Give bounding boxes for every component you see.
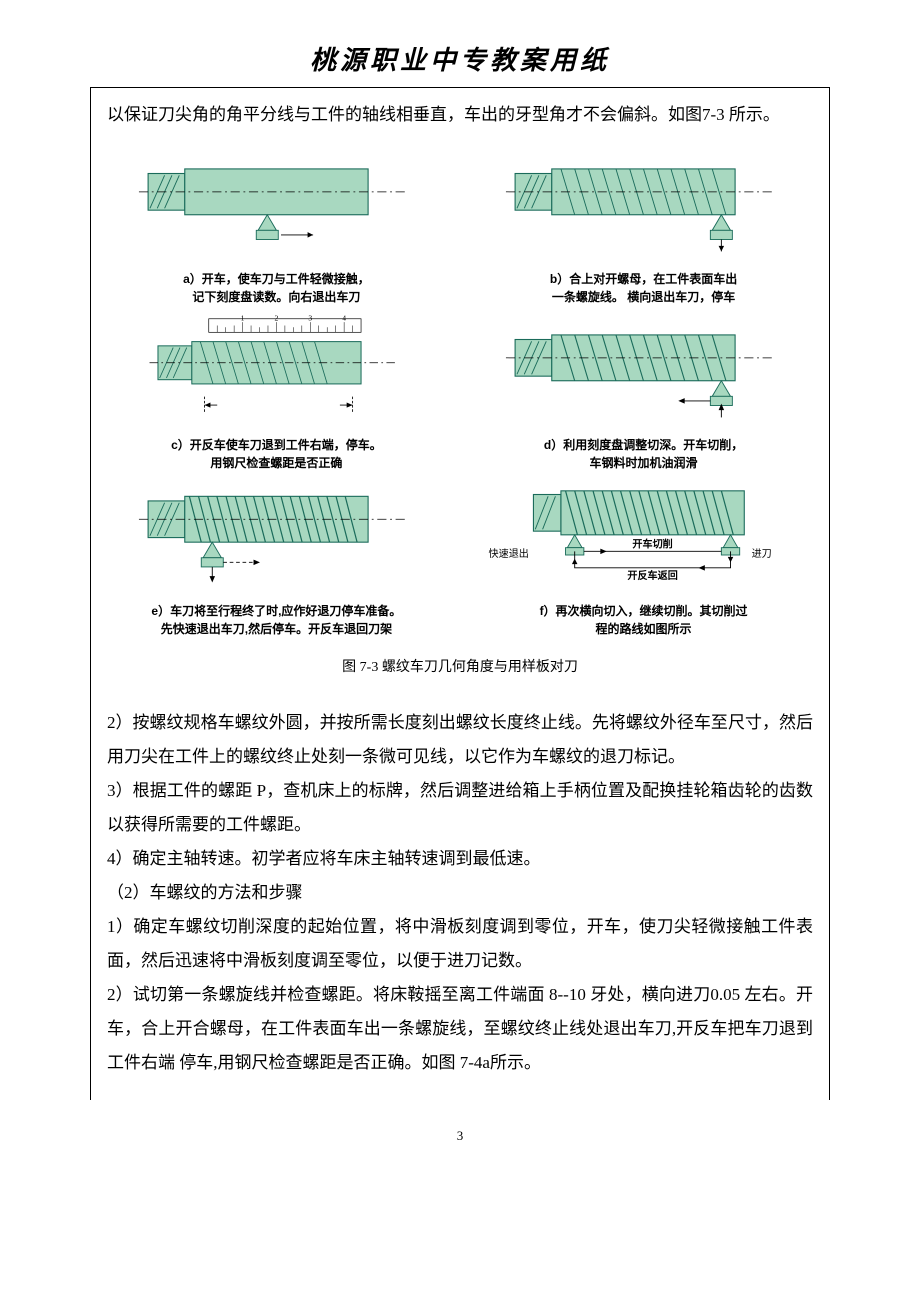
svg-text:3: 3 [308, 313, 312, 322]
panel-b: b）合上对开螺母，在工件表面车出一条螺旋线。 横向退出车刀，停车 [474, 146, 813, 306]
svg-text:开车切削: 开车切削 [633, 538, 673, 551]
panel-c: 1 2 3 4 [107, 312, 446, 472]
svg-text:快速退出: 快速退出 [489, 547, 529, 560]
para-2: 2）按螺纹规格车螺纹外圆，并按所需长度刻出螺纹长度终止线。先将螺纹外径车至尺寸，… [107, 706, 813, 774]
svg-text:进刀: 进刀 [752, 548, 772, 560]
page-number: 3 [0, 1128, 920, 1144]
panel-e: e）车刀将至行程终了时,应作好退刀停车准备。先快速退出车刀,然后停车。开反车退回… [107, 478, 446, 638]
figure-7-3: a）开车，使车刀与工件轻微接触，记下刻度盘读数。向右退出车刀 [107, 146, 813, 682]
para-6: 1）确定车螺纹切削深度的起始位置，将中滑板刻度调到零位，开车，使刀尖轻微接触工件… [107, 910, 813, 978]
panel-f: 快速退出 开车切削 开反车返回 进刀 f）再次横向切入，继续切削。其切削过程的路… [474, 478, 813, 638]
svg-text:4: 4 [342, 313, 346, 322]
panel-a: a）开车，使车刀与工件轻微接触，记下刻度盘读数。向右退出车刀 [107, 146, 446, 306]
intro-paragraph: 以保证刀尖角的角平分线与工件的轴线相垂直，车出的牙型角才不会偏斜。如图7-3 所… [107, 98, 813, 132]
content-box: 以保证刀尖角的角平分线与工件的轴线相垂直，车出的牙型角才不会偏斜。如图7-3 所… [90, 87, 830, 1100]
panel-f-caption: f）再次横向切入，继续切削。其切削过程的路线如图所示 [474, 602, 813, 638]
panel-a-caption: a）开车，使车刀与工件轻微接触，记下刻度盘读数。向右退出车刀 [107, 270, 446, 306]
svg-text:开反车返回: 开反车返回 [628, 569, 678, 582]
panel-c-svg: 1 2 3 4 [107, 312, 446, 422]
panel-d-caption: d）利用刻度盘调整切深。开车切削，车钢料时加机油润滑 [474, 436, 813, 472]
panel-a-svg [107, 146, 446, 256]
panel-b-caption: b）合上对开螺母，在工件表面车出一条螺旋线。 横向退出车刀，停车 [474, 270, 813, 306]
figure-caption: 图 7-3 螺纹车刀几何角度与用样板对刀 [107, 654, 813, 682]
para-5: （2）车螺纹的方法和步骤 [107, 876, 813, 910]
svg-text:1: 1 [241, 313, 245, 322]
para-4: 4）确定主轴转速。初学者应将车床主轴转速调到最低速。 [107, 842, 813, 876]
panel-f-svg: 快速退出 开车切削 开反车返回 进刀 [474, 478, 813, 588]
panel-e-caption: e）车刀将至行程终了时,应作好退刀停车准备。先快速退出车刀,然后停车。开反车退回… [107, 602, 446, 638]
para-7: 2）试切第一条螺旋线并检查螺距。将床鞍摇至离工件端面 8--10 牙处，横向进刀… [107, 978, 813, 1080]
para-3: 3）根据工件的螺距 P，查机床上的标牌，然后调整进给箱上手柄位置及配换挂轮箱齿轮… [107, 774, 813, 842]
svg-text:2: 2 [275, 313, 279, 322]
panel-c-caption: c）开反车使车刀退到工件右端，停车。用钢尺检查螺距是否正确 [107, 436, 446, 472]
panel-d-svg [474, 312, 813, 422]
panel-b-svg [474, 146, 813, 256]
page-title: 桃源职业中专教案用纸 [0, 40, 920, 77]
panel-d: d）利用刻度盘调整切深。开车切削，车钢料时加机油润滑 [474, 312, 813, 472]
panel-e-svg [107, 478, 446, 588]
